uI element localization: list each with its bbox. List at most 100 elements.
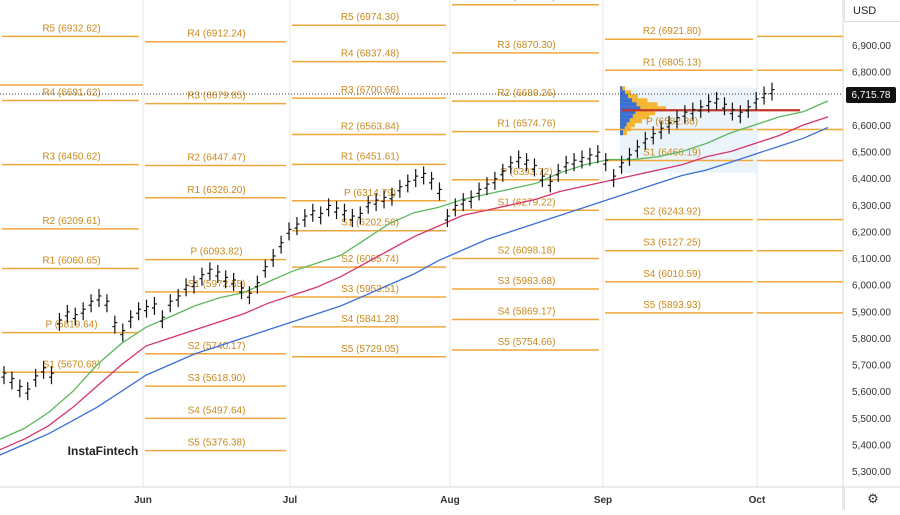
watermark: InstaFintech [64,436,142,466]
pivot-level-label: R3 (6700.66) [341,85,399,96]
volume-profile-bar [620,86,625,92]
volume-profile-bar [620,122,635,128]
pivot-level-label: S4 (5497.64) [188,405,246,416]
y-axis-tick-label: 6,900.00 [852,41,891,52]
y-axis-tick-label: 5,300.00 [852,467,891,478]
pivot-level-label: P (6314.79) [344,188,396,199]
volume-profile-bar-buy [620,98,633,104]
volume-profile-bar-buy [620,110,636,116]
pivot-level-label: R2 (6689.26) [497,88,555,99]
pivot-level-label: R4 (6691.62) [42,87,100,98]
volume-profile-bar-buy [620,114,633,120]
volume-profile-bar-buy [620,86,623,92]
pivot-level-label: S4 (5841.28) [341,314,399,325]
pivot-level-label: R2 (6921.80) [643,26,701,37]
pivot-level-label: S3 (5618.90) [188,373,246,384]
pivot-level-label: R2 (6563.84) [341,122,399,133]
pivot-level-label: S5 (5893.93) [643,300,701,311]
x-axis-month-label: Sep [594,495,612,506]
pivot-level-label: R4 (6837.48) [341,49,399,60]
pivot-level-label: S5 (5754.66) [498,337,556,348]
y-axis-tick-label: 5,500.00 [852,414,891,425]
currency-label: USD [853,4,877,17]
pivot-level-label: S3 (5983.68) [498,276,556,287]
y-axis-tick-label: 6,600.00 [852,121,891,132]
pivot-level-label: S1 (6202.56) [341,218,399,229]
pivot-level-label: S3 (5953.51) [341,284,399,295]
pivot-level-label: S3 (6127.25) [643,238,701,249]
volume-profile-bar-buy [620,130,624,136]
pivot-level-label: P (6582.86) [646,116,698,127]
volume-profile-bar [620,110,655,116]
x-axis-month-label: Jul [283,495,298,506]
pivot-level-label: S5 (5376.38) [188,438,246,449]
y-axis-tick-label: 6,800.00 [852,68,891,79]
y-axis-tick-label: 5,400.00 [852,440,891,451]
pivot-level-label: P (6093.82) [190,247,242,258]
volume-profile-bar-buy [620,106,641,112]
volume-profile-bar [620,98,648,104]
ma-fast-line [0,100,829,440]
pivot-level-label: P (5819.64) [45,320,97,331]
settings-button[interactable]: ⚙ [844,488,900,510]
pivot-level-label: S4 (6010.59) [643,269,701,280]
watermark-text: InstaFintech [67,444,139,458]
pivot-level-label: S1 (5670.68) [43,359,101,370]
y-axis-tick-label: 6,200.00 [852,227,891,238]
pivot-level-label: R3 (6450.62) [42,152,100,163]
ma-mid-line [0,116,829,451]
ma-slow-line [0,126,829,456]
y-axis-tick-label: 5,700.00 [852,361,891,372]
y-axis-tick-label: 5,900.00 [852,307,891,318]
x-axis-month-label: Jun [134,495,152,506]
pivot-level-label: R3 (6870.30) [497,40,555,51]
settings-icon: ⚙ [867,491,879,506]
volume-profile-bar [620,94,638,100]
volume-profile-bar [620,90,631,96]
volume-profile-bar-buy [620,90,625,96]
pivot-level-label: R1 (6060.65) [42,255,100,266]
volume-profile-bar-buy [620,118,630,124]
last-price-value: 6,715.78 [851,89,891,101]
y-axis-tick-label: 5,600.00 [852,387,891,398]
x-axis-month-label: Aug [440,495,459,506]
volume-profile-bar-buy [620,122,627,128]
volume-profile-bar-buy [620,94,628,100]
volume-profile-bar [620,130,627,136]
pivot-level-label: S5 (5729.05) [341,344,399,355]
y-axis-tick-label: 6,400.00 [852,174,891,185]
pivot-level-label: R5 (6932.62) [42,23,100,34]
pivot-level-label: S1 (5972.55) [188,279,246,290]
pivot-level-label: S2 (6065.74) [341,254,399,265]
pivot-level-label: S2 (6098.18) [498,245,556,256]
pivot-level-label: R2 (6447.47) [187,152,245,163]
currency-selector[interactable]: USD [844,0,900,22]
volume-profile-bar [620,106,666,112]
pivot-level-label: R5 (6974.30) [341,12,399,23]
pivot-level-label: R1 (6805.13) [643,57,701,68]
pivot-level-label: R3 (6679.85) [187,91,245,102]
last-price-tag: 6,715.78 [846,87,896,103]
y-axis-tick-label: 6,100.00 [852,254,891,265]
pivot-level-label: S4 (5869.17) [498,306,556,317]
x-axis-month-label: Oct [749,495,766,506]
volume-profile-bar [620,114,649,120]
y-axis-tick-label: 6,300.00 [852,201,891,212]
pivot-level-label: S1 (6279.22) [498,197,556,208]
pivot-level-label: S2 (6243.92) [643,207,701,218]
y-axis-tick-label: 5,800.00 [852,334,891,345]
volume-profile-bar [620,118,642,124]
pivot-level-label: R1 (6451.61) [341,151,399,162]
volume-profile-bar-buy [620,102,637,108]
volume-profile-bar [620,102,658,108]
y-axis-tick-label: 6,000.00 [852,281,891,292]
pivot-level-label: R4 (6912.24) [187,29,245,40]
y-axis-tick-label: 6,500.00 [852,148,891,159]
pivot-level-label: P (6393.72) [500,167,552,178]
pivot-level-label: R1 (6326.20) [187,185,245,196]
pivot-level-label: R2 (6209.61) [42,216,100,227]
pivot-level-label: R1 (6574.76) [497,119,555,130]
pivot-level-label: R4 (7051.33) [497,0,555,3]
